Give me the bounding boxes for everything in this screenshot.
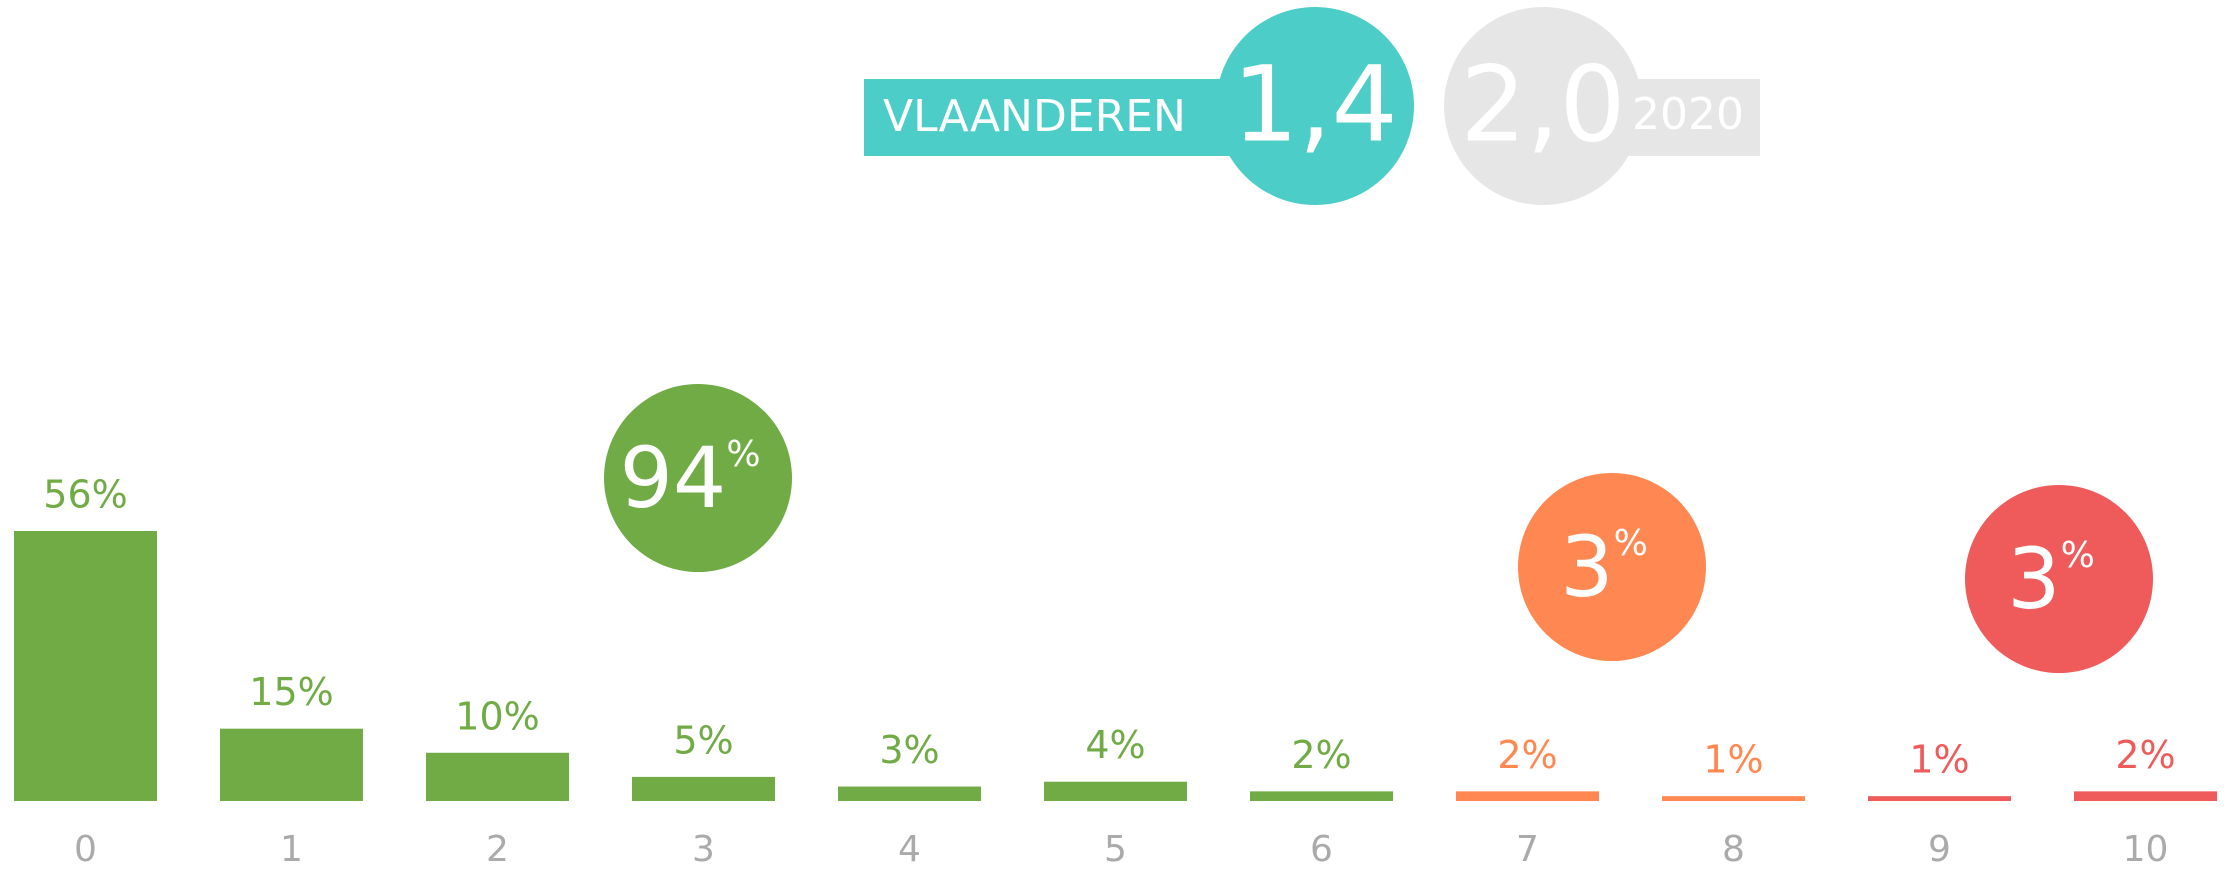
group-unit: %	[1614, 523, 1648, 564]
group-number: 94	[619, 429, 726, 527]
value-label: 1%	[1909, 738, 1969, 782]
x-tick-label: 0	[74, 829, 97, 870]
value-label: 3%	[879, 728, 939, 772]
value-label: 1%	[1703, 738, 1763, 782]
x-tick-label: 7	[1516, 829, 1539, 870]
region-band	[864, 79, 1264, 156]
group-value: 3%	[2007, 530, 2095, 628]
bar	[1456, 791, 1599, 801]
x-tick-label: 4	[898, 829, 921, 870]
previous-year: 2020	[1632, 89, 1744, 140]
x-tick-label: 2	[486, 829, 509, 870]
group-unit: %	[2061, 535, 2095, 576]
region-label: VLAANDEREN	[883, 91, 1186, 142]
bar	[14, 531, 157, 801]
x-tick-label: 1	[280, 829, 303, 870]
bar	[838, 786, 981, 801]
group-value: 94%	[619, 429, 760, 527]
value-label: 2%	[1497, 733, 1557, 777]
value-label: 5%	[673, 718, 733, 762]
value-label: 10%	[455, 694, 539, 738]
x-tick-label: 9	[1928, 829, 1951, 870]
score-value: 1,4	[1232, 43, 1397, 165]
value-label: 2%	[1291, 733, 1351, 777]
bar	[426, 752, 569, 801]
bar	[632, 776, 775, 801]
previous-value: 2,0	[1460, 43, 1625, 165]
group-bubble	[1518, 473, 1706, 661]
x-tick-label: 3	[692, 829, 715, 870]
bar	[2074, 791, 2217, 801]
bar	[1662, 796, 1805, 801]
x-tick-label: 8	[1722, 829, 1745, 870]
group-bubble	[1965, 485, 2153, 673]
bar	[1250, 791, 1393, 801]
group-number: 3	[2007, 530, 2060, 628]
value-label: 56%	[43, 473, 127, 517]
x-tick-label: 10	[2123, 829, 2169, 870]
x-tick-label: 5	[1104, 829, 1127, 870]
score-circle	[1216, 7, 1414, 205]
value-label: 2%	[2115, 733, 2175, 777]
group-bubble	[604, 384, 792, 572]
group-unit: %	[726, 434, 760, 475]
group-value: 3%	[1560, 518, 1648, 616]
value-label: 15%	[249, 670, 333, 714]
bar	[220, 728, 363, 801]
x-tick-label: 6	[1310, 829, 1333, 870]
bar	[1868, 796, 2011, 801]
bar	[1044, 781, 1187, 801]
previous-circle	[1444, 7, 1642, 205]
group-number: 3	[1560, 518, 1613, 616]
value-label: 4%	[1085, 723, 1145, 767]
